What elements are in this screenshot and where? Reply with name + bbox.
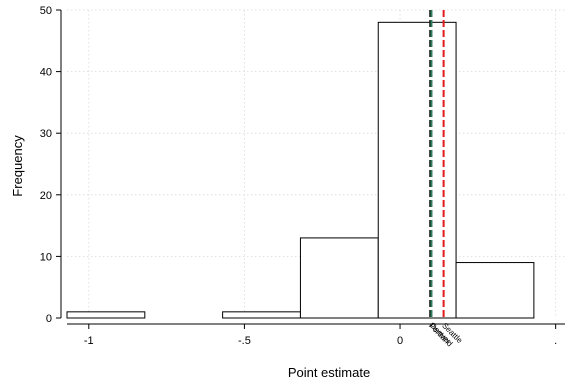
x-tick-label: -.5	[238, 335, 251, 347]
histogram-bars	[66, 21, 535, 319]
y-tick-label: 0	[46, 313, 52, 325]
x-tick-label: 0	[397, 335, 403, 347]
histogram-bar	[66, 311, 146, 319]
histogram-bar	[455, 262, 535, 319]
y-tick-label: 30	[40, 128, 52, 140]
x-axis-title: Point estimate	[288, 365, 370, 380]
x-tick-label: -1	[84, 335, 94, 347]
y-tick-label: 50	[40, 5, 52, 17]
y-tick-label: 40	[40, 67, 52, 79]
y-tick-label: 20	[40, 190, 52, 202]
y-tick-label: 10	[40, 251, 52, 263]
x-tick-label: .	[554, 335, 557, 347]
histogram-bar	[222, 311, 301, 319]
axes: 0 10 20 30 40 50 -1 -.5 0.	[40, 5, 565, 347]
histogram-bar	[299, 237, 379, 319]
y-axis-title: Frequency	[10, 135, 25, 197]
